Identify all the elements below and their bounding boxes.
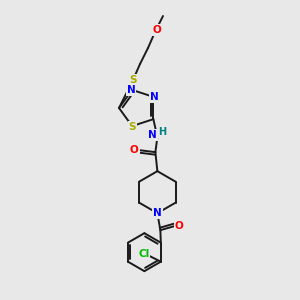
Text: O: O: [153, 25, 161, 35]
Text: S: S: [128, 122, 136, 132]
Text: N: N: [127, 85, 136, 95]
Text: O: O: [175, 221, 184, 231]
Text: Cl: Cl: [138, 249, 149, 259]
Text: H: H: [158, 127, 166, 137]
Text: N: N: [150, 92, 159, 102]
Text: O: O: [130, 145, 139, 155]
Text: N: N: [153, 208, 162, 218]
Text: S: S: [129, 75, 137, 85]
Text: N: N: [148, 130, 157, 140]
